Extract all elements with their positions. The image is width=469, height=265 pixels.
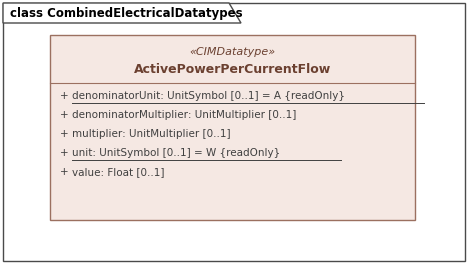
Text: +: + xyxy=(60,91,68,101)
Polygon shape xyxy=(3,3,241,23)
Bar xyxy=(50,35,415,220)
Text: class CombinedElectricalDatatypes: class CombinedElectricalDatatypes xyxy=(10,7,242,20)
Text: +: + xyxy=(60,129,68,139)
Text: denominatorUnit: UnitSymbol [0..1] = A {readOnly}: denominatorUnit: UnitSymbol [0..1] = A {… xyxy=(72,91,345,101)
Text: +: + xyxy=(60,167,68,177)
Text: +: + xyxy=(60,110,68,120)
Text: value: Float [0..1]: value: Float [0..1] xyxy=(72,167,165,177)
Text: +: + xyxy=(60,148,68,158)
Text: denominatorMultiplier: UnitMultiplier [0..1]: denominatorMultiplier: UnitMultiplier [0… xyxy=(72,110,296,120)
Text: multiplier: UnitMultiplier [0..1]: multiplier: UnitMultiplier [0..1] xyxy=(72,129,231,139)
Text: unit: UnitSymbol [0..1] = W {readOnly}: unit: UnitSymbol [0..1] = W {readOnly} xyxy=(72,148,280,158)
Text: «CIMDatatype»: «CIMDatatype» xyxy=(189,47,276,57)
Text: ActivePowerPerCurrentFlow: ActivePowerPerCurrentFlow xyxy=(134,63,331,76)
